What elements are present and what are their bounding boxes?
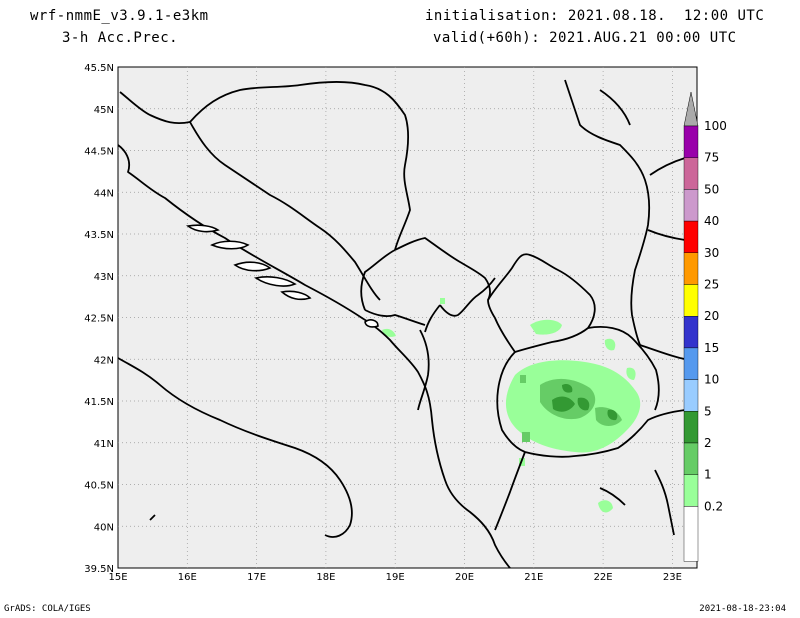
lat-label: 45.5N xyxy=(84,63,114,74)
colorbar-label: 10 xyxy=(704,373,719,387)
lon-label: 20E xyxy=(455,572,474,583)
axis-ticks: 45.5N 45N 44.5N 44N 43.5N 43N 42.5N 42N 41.5N 41N… xyxy=(84,63,682,583)
colorbar-swatch xyxy=(683,379,699,412)
graticule xyxy=(118,67,697,568)
colorbar-label: 2 xyxy=(704,436,712,450)
grads-credit: GrADS: COLA/IGES xyxy=(4,604,91,614)
colorbar-swatch xyxy=(683,189,699,222)
lon-label: 18E xyxy=(316,572,335,583)
colorbar-label: 20 xyxy=(704,309,719,323)
valid-time-line: valid(+60h): 2021.AUG.21 00:00 UTC xyxy=(433,30,737,46)
colorbar-swatch xyxy=(683,347,699,380)
colorbar-label: 5 xyxy=(704,404,712,418)
colorbar-swatch xyxy=(683,316,699,349)
colorbar-label: 50 xyxy=(704,182,719,196)
lon-label: 21E xyxy=(524,572,543,583)
colorbar-label: 1 xyxy=(704,468,712,482)
initialisation-line: initialisation: 2021.08.18. 12:00 UTC xyxy=(425,8,765,24)
colorbar-swatch xyxy=(683,252,699,285)
colorbar-swatch xyxy=(683,284,699,317)
lat-label: 40.5N xyxy=(84,481,114,492)
lat-label: 44.5N xyxy=(84,147,114,158)
colorbar-swatch xyxy=(683,474,699,507)
lon-label: 17E xyxy=(247,572,266,583)
lat-label: 40N xyxy=(94,522,114,533)
colorbar-label: 75 xyxy=(704,151,719,165)
colorbar-swatch xyxy=(683,125,699,158)
colorbar-label: 25 xyxy=(704,278,719,292)
lon-label: 16E xyxy=(178,572,197,583)
colorbar-swatch xyxy=(683,220,699,254)
lon-label: 15E xyxy=(108,572,127,583)
lat-label: 45N xyxy=(94,105,114,116)
lon-label: 23E xyxy=(663,572,682,583)
colorbar-label: 0.2 xyxy=(704,499,723,513)
islands xyxy=(186,224,379,328)
lat-label: 42N xyxy=(94,355,114,366)
lat-label: 41N xyxy=(94,439,114,450)
colorbar-swatch xyxy=(683,157,699,190)
colorbar-swatch xyxy=(683,442,699,475)
lon-label: 22E xyxy=(594,572,613,583)
colorbar-label: 100 xyxy=(704,119,727,133)
render-timestamp: 2021-08-18-23:04 xyxy=(699,604,786,614)
colorbar: 100 75 50 40 30 25 20 15 10 5 2 1 0.2 xyxy=(683,91,727,562)
lon-label: 19E xyxy=(386,572,405,583)
colorbar-label: 30 xyxy=(704,246,719,260)
coastlines-borders xyxy=(117,79,698,569)
colorbar-label: 15 xyxy=(704,341,719,355)
colorbar-swatch xyxy=(683,506,699,562)
lat-label: 41.5N xyxy=(84,397,114,408)
lat-label: 39.5N xyxy=(84,564,114,575)
lat-label: 43.5N xyxy=(84,230,114,241)
colorbar-label: 40 xyxy=(704,214,719,228)
model-title: wrf-nmmE_v3.9.1-e3km xyxy=(30,8,209,24)
field-title: 3-h Acc.Prec. xyxy=(62,30,179,46)
lat-label: 43N xyxy=(94,272,114,283)
precip-area-heavy xyxy=(552,383,618,421)
colorbar-swatch xyxy=(683,411,699,444)
lat-label: 42.5N xyxy=(84,314,114,325)
lat-label: 44N xyxy=(94,188,114,199)
